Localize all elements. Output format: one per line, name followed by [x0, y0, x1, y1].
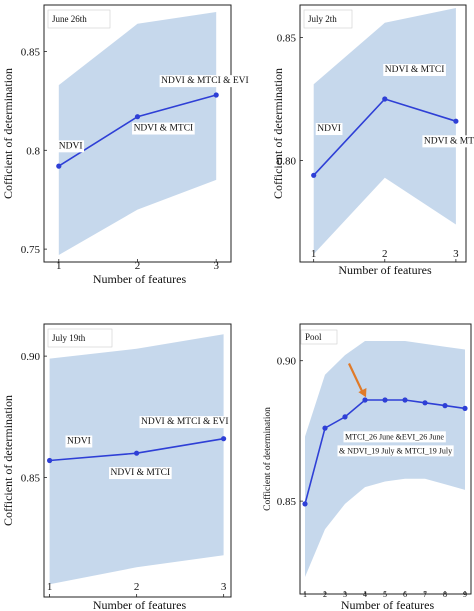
data-point [382, 96, 388, 102]
data-point [362, 397, 368, 403]
x-tick-label: 1 [303, 590, 307, 599]
annotation-label: NDVI [59, 141, 83, 151]
annotation-box [337, 445, 454, 457]
y-axis-label: Cofficient of determination [1, 395, 15, 526]
annotation-label: MTCI_26 June &EVI_26 June [345, 432, 444, 441]
annotation-label: NDVI & MTCI & EVI [161, 76, 249, 86]
panel-title-box [303, 9, 353, 29]
annotation-label: NDVI & MTCI & EVI [424, 136, 474, 146]
data-point [134, 450, 140, 456]
x-tick-label: 1 [47, 581, 53, 593]
x-tick-label: 3 [213, 260, 219, 272]
y-axis-label: Cofficient of determination [262, 407, 273, 511]
chart-panel-4: Pool 0.85 0.90 1 2 3 4 5 6 7 8 9 Number of features C… [262, 323, 472, 611]
confidence-band [305, 341, 465, 577]
x-axis-label: Number of features [93, 598, 187, 611]
panel-title: July 19th [52, 333, 86, 343]
data-point [302, 501, 308, 507]
x-tick-label: 8 [443, 590, 447, 599]
data-point [56, 163, 62, 169]
panel-title: July 2th [308, 14, 337, 24]
plot-frame [299, 4, 467, 263]
x-tick-label: 7 [423, 590, 427, 599]
y-tick-label: 0.90 [21, 351, 41, 363]
y-tick-label: 0.80 [277, 156, 297, 168]
data-point [221, 436, 227, 442]
chart-panel-3: July 19th 0.85 0.90 1 2 3 Number of features Co… [1, 323, 232, 611]
chart-panel-2: July 2th 0.80 0.85 1 2 3 Number of features Cof… [271, 4, 474, 277]
panel-title-box [47, 9, 111, 29]
x-tick-label: 4 [363, 590, 367, 599]
panel-title-box [47, 328, 113, 348]
data-point [453, 118, 459, 124]
annotation-box [57, 140, 85, 153]
panel-title-box [300, 329, 338, 345]
x-axis-label: Number of features [341, 598, 435, 611]
plot-frame [43, 323, 232, 598]
x-tick-label: 2 [323, 590, 327, 599]
annotation-box [65, 435, 93, 448]
annotation-box [383, 63, 446, 76]
annotation-label: NDVI & MTCI [385, 65, 445, 75]
chart-panel-1: June 26th 0.75 0.8 0.85 1 2 3 Number of feature… [1, 4, 251, 286]
data-point [311, 172, 317, 178]
arrow-head-icon [358, 388, 367, 398]
panel-title: June 26th [52, 14, 87, 24]
annotation-label: NDVI & MTCI & EVI [141, 417, 229, 427]
x-tick-label: 2 [135, 260, 141, 272]
data-point [422, 400, 428, 406]
data-point [462, 405, 468, 411]
annotation-label: NDVI & MTCI [111, 468, 171, 478]
x-axis-label: Number of features [93, 272, 187, 286]
annotation-box [159, 75, 251, 88]
y-axis-label: Cofficient of determination [271, 68, 285, 199]
data-point [213, 92, 219, 98]
x-tick-label: 5 [383, 590, 387, 599]
x-tick-label: 1 [311, 248, 317, 260]
annotation-box [315, 123, 343, 136]
data-point [47, 457, 53, 464]
data-point [442, 403, 448, 409]
data-point [134, 114, 141, 120]
data-point [342, 414, 348, 420]
annotation-label: NDVI & MTCI [134, 124, 194, 134]
annotation-label: NDVI [317, 124, 341, 134]
annotation-box [132, 122, 195, 135]
panel-title: Pool [305, 332, 322, 342]
annotation-box [139, 416, 231, 429]
data-point [322, 425, 328, 431]
y-tick-label: 0.8 [26, 145, 40, 157]
annotation-box [422, 135, 474, 148]
y-tick-label: 0.85 [21, 46, 41, 58]
annotation-box [343, 431, 446, 443]
annotation-label: NDVI [67, 437, 91, 447]
x-tick-label: 2 [382, 248, 388, 260]
x-axis-label: Number of features [338, 263, 432, 277]
x-tick-label: 3 [221, 581, 227, 593]
y-tick-label: 0.75 [21, 244, 41, 256]
y-axis-label: Cofficient of determination [1, 68, 15, 199]
y-tick-label: 0.85 [277, 496, 297, 508]
annotation-label: & NDVI_19 July & MTCI_19 July [339, 446, 452, 455]
data-point [402, 397, 408, 403]
x-tick-label: 3 [343, 590, 347, 599]
y-tick-label: 0.85 [21, 472, 41, 484]
y-tick-label: 0.90 [277, 356, 297, 368]
data-point [382, 397, 388, 403]
x-tick-label: 2 [134, 581, 140, 593]
x-tick-label: 9 [463, 590, 467, 599]
annotation-box [109, 467, 172, 480]
plot-frame [299, 323, 472, 595]
confidence-band [49, 334, 224, 585]
y-tick-label: 0.85 [277, 33, 297, 45]
x-tick-label: 1 [56, 260, 62, 272]
highlight-arrow [348, 363, 364, 394]
x-tick-label: 6 [403, 590, 407, 599]
x-tick-label: 3 [453, 248, 459, 260]
